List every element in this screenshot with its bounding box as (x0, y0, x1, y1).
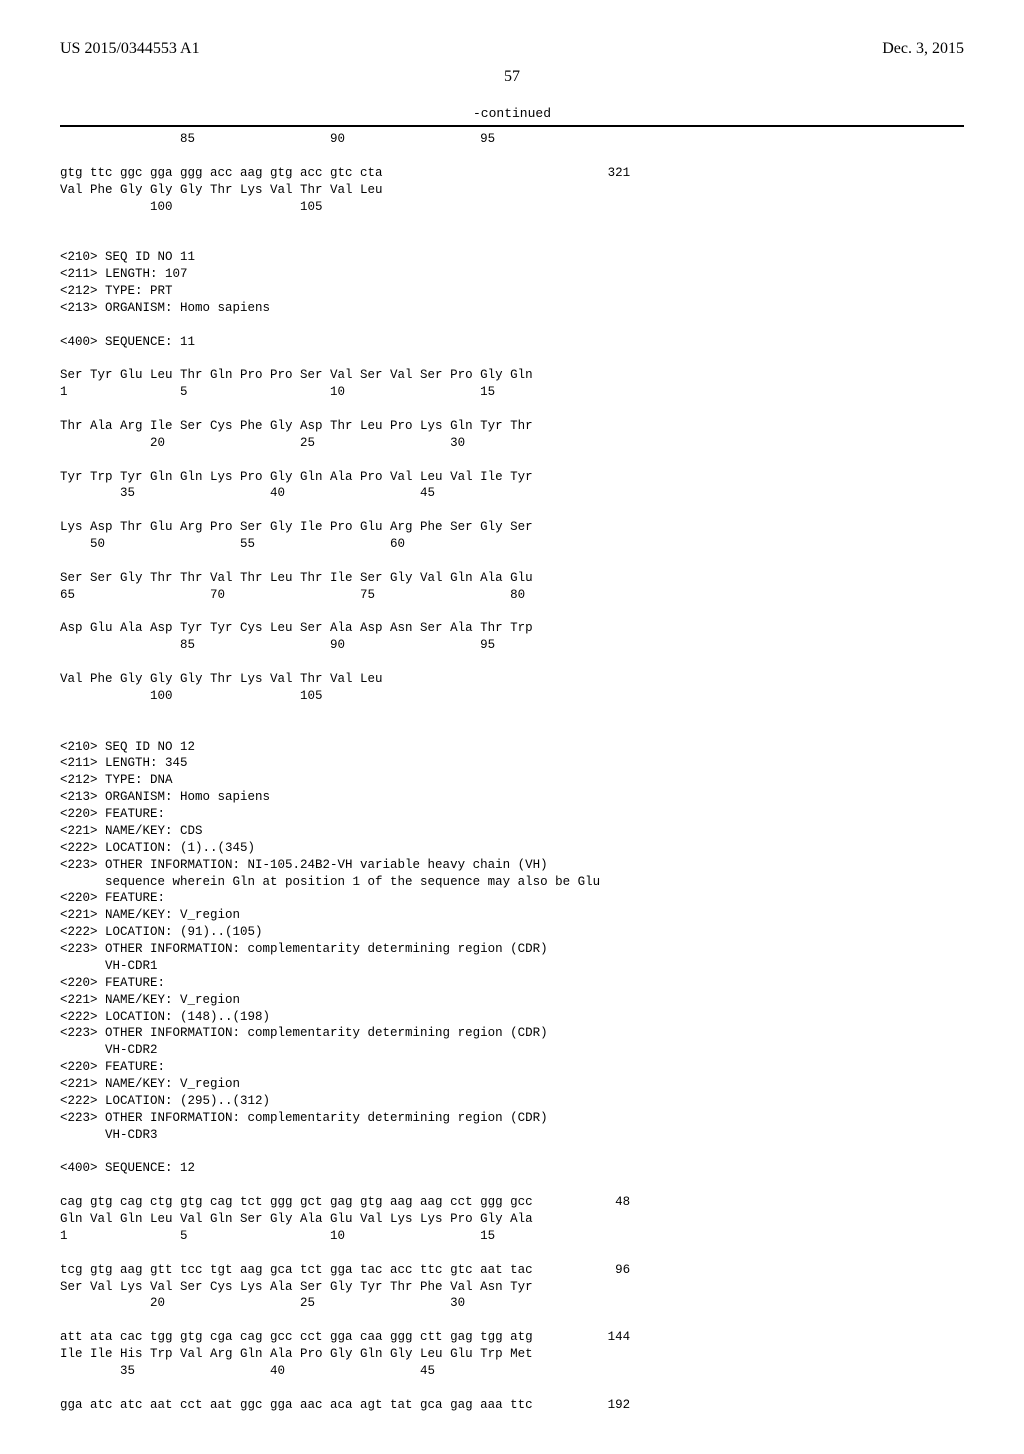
publication-date: Dec. 3, 2015 (882, 40, 964, 58)
top-rule (60, 125, 964, 127)
publication-number: US 2015/0344553 A1 (60, 40, 200, 58)
sequence-listing: 85 90 95 gtg ttc ggc gga ggg acc aag gtg… (60, 131, 964, 1414)
page-header: US 2015/0344553 A1 Dec. 3, 2015 (60, 40, 964, 58)
page-number: 57 (60, 68, 964, 86)
continued-label: -continued (60, 106, 964, 121)
